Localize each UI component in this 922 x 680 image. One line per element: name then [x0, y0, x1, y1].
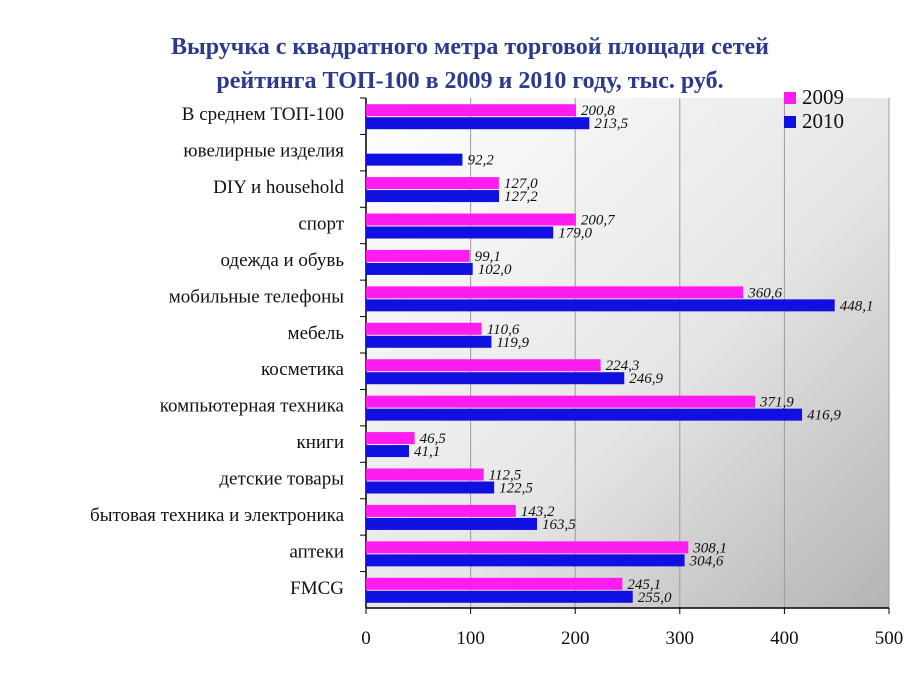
data-label-2010: 127,2	[504, 189, 538, 205]
plot-area	[366, 98, 889, 608]
bar-2010	[366, 481, 495, 494]
data-label-2009: 371,9	[759, 395, 794, 411]
data-label-2010: 119,9	[496, 335, 529, 351]
bar-2009	[366, 468, 484, 481]
bar-2010	[366, 299, 835, 312]
data-label-2010: 255,0	[638, 590, 672, 606]
data-label-2010: 448,1	[840, 298, 874, 314]
data-label-2009: 200,8	[581, 103, 615, 119]
data-label-2009: 360,6	[747, 285, 782, 301]
x-tick-label: 400	[770, 628, 799, 649]
bar-2009	[366, 504, 516, 517]
bar-2009	[366, 359, 601, 372]
category-label: косметика	[261, 359, 345, 380]
category-label: FMCG	[290, 578, 344, 599]
legend-swatch-2009	[784, 92, 796, 104]
labels: 0 100 200 300 400 500 В среднем ТОП-100 200,821…	[90, 103, 903, 649]
category-label: книги	[296, 432, 344, 453]
bar-2009	[366, 286, 744, 299]
bar-2009	[366, 395, 756, 408]
category-label: бытовая техника и электроника	[90, 505, 345, 526]
category-label: детские товары	[219, 469, 344, 490]
category-label: В среднем ТОП-100	[182, 104, 344, 125]
data-label-2009: 245,1	[627, 577, 661, 593]
data-label-2010: 163,5	[542, 517, 576, 533]
category-label: мебель	[288, 323, 345, 344]
data-label-2010: 41,1	[414, 444, 440, 460]
bar-2009	[366, 432, 415, 445]
data-label-2009: 110,6	[487, 322, 520, 338]
bar-2009	[366, 213, 576, 226]
data-label-2009: 200,7	[581, 213, 616, 229]
legend-label-2010: 2010	[802, 109, 844, 133]
data-label-2009: 46,5	[420, 431, 447, 447]
data-label-2010: 416,9	[807, 408, 841, 424]
data-label-2010: 102,0	[478, 262, 512, 278]
category-label: мобильные телефоны	[169, 286, 344, 307]
x-tick-label: 200	[561, 628, 590, 649]
data-label-2010: 179,0	[558, 226, 592, 242]
data-label-2010: 213,5	[594, 116, 628, 132]
x-tick-label: 100	[456, 628, 485, 649]
category-label: компьютерная техника	[160, 396, 345, 417]
bar-2009	[366, 577, 623, 590]
category-label: одежда и обувь	[220, 250, 344, 271]
bar-2009	[366, 104, 577, 117]
legend-swatch-2010	[784, 116, 796, 128]
bar-2010	[366, 372, 625, 385]
data-label-2009: 143,2	[521, 504, 555, 520]
bars	[366, 104, 835, 603]
chart-title-line-2: рейтинга ТОП-100 в 2009 и 2010 году, тыс…	[216, 68, 724, 94]
x-tick-label: 500	[875, 628, 904, 649]
data-label-2010: 246,9	[629, 371, 663, 387]
x-tick-label: 0	[361, 628, 371, 649]
bar-2010	[366, 517, 538, 530]
data-label-2009: 308,1	[692, 540, 727, 556]
data-label-2009: 224,3	[606, 358, 640, 374]
category-label: ювелирные изделия	[183, 141, 344, 162]
bar-2010	[366, 554, 685, 567]
bar-2010	[366, 590, 633, 603]
bar-2010	[366, 153, 463, 166]
x-tick-label: 300	[666, 628, 695, 649]
bar-2010	[366, 335, 492, 348]
bar-2009	[366, 322, 482, 335]
bar-2009	[366, 177, 499, 190]
data-label-2010: 92,2	[467, 153, 494, 169]
bar-2009	[366, 249, 470, 262]
legend-label-2009: 2009	[802, 85, 844, 109]
bar-2009	[366, 541, 689, 554]
bar-2010	[366, 117, 590, 130]
bar-2010	[366, 408, 803, 421]
chart-title: Выручка с квадратного метра торговой пло…	[120, 30, 820, 98]
data-label-2009: 99,1	[475, 249, 501, 265]
category-label: спорт	[298, 214, 344, 235]
bar-2010	[366, 445, 409, 458]
data-label-2009: 127,0	[504, 176, 538, 192]
category-label: DIY и household	[213, 177, 344, 198]
bar-2010	[366, 226, 554, 239]
data-label-2010: 304,6	[689, 553, 724, 569]
data-label-2010: 122,5	[499, 481, 533, 497]
data-label-2009: 112,5	[489, 468, 522, 484]
category-label: аптеки	[290, 541, 345, 562]
bar-2010	[366, 190, 500, 203]
chart-title-line-1: Выручка с квадратного метра торговой пло…	[171, 34, 769, 60]
bar-2010	[366, 262, 473, 275]
